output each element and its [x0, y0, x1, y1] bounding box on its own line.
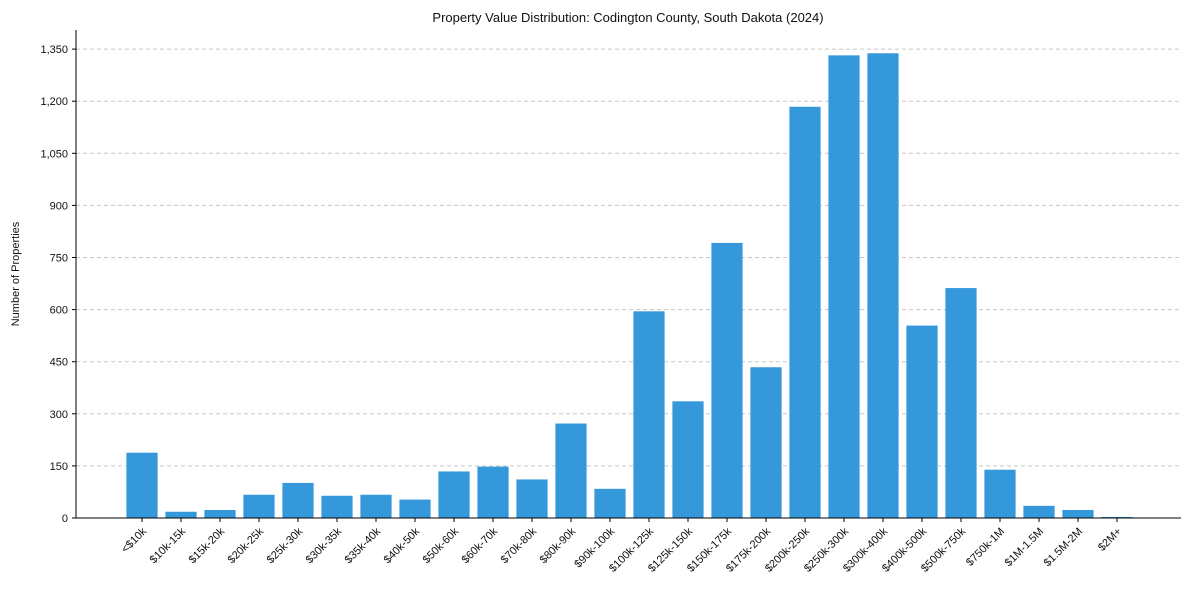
x-tick-label: $10k-15k: [148, 525, 189, 566]
bar: [750, 367, 782, 518]
bar: [594, 488, 626, 518]
bar: [360, 494, 392, 518]
bar: [711, 242, 743, 518]
x-tick-label: $1.5M-2M: [1042, 526, 1086, 570]
x-tick-label: $40k-50k: [382, 525, 423, 566]
bar: [633, 311, 665, 518]
y-tick-label: 1,050: [40, 148, 68, 160]
bar: [1101, 516, 1133, 518]
bar: [906, 325, 938, 518]
y-tick-label: 600: [50, 305, 68, 317]
x-tick-label: $70k-80k: [499, 525, 540, 566]
bar: [204, 510, 236, 518]
x-tick-label: $35k-40k: [343, 525, 384, 566]
x-tick-label: $30k-35k: [304, 525, 345, 566]
x-tick-label: $1M-1.5M: [1003, 526, 1047, 570]
x-tick-label: <$10k: [119, 525, 149, 555]
y-tick-label: 300: [50, 409, 68, 421]
x-tick-label: $80k-90k: [538, 525, 579, 566]
bar: [1023, 505, 1055, 518]
bar: [867, 53, 899, 518]
bar: [828, 55, 860, 518]
bar: [984, 469, 1016, 518]
bar: [789, 106, 821, 519]
bar: [555, 423, 587, 518]
y-tick-label: 150: [50, 461, 68, 473]
y-tick-label: 900: [50, 200, 68, 212]
x-tick-label: $750k-1M: [964, 526, 1007, 569]
bar: [945, 288, 977, 518]
x-tick-label: $20k-25k: [226, 525, 267, 566]
bar: [126, 452, 158, 518]
y-tick-label: 450: [50, 357, 68, 369]
chart-title: Property Value Distribution: Codington C…: [432, 10, 823, 25]
bar: [243, 494, 275, 518]
bars: [126, 53, 1133, 519]
bar: [399, 499, 431, 518]
bar: [672, 401, 704, 518]
x-tick-label: $25k-30k: [265, 525, 306, 566]
x-tick-label: $60k-70k: [460, 525, 501, 566]
grid-lines: [76, 48, 1181, 467]
bar: [477, 466, 509, 518]
y-axis-label: Number of Properties: [10, 221, 22, 326]
bar: [282, 482, 314, 518]
x-tick-label: $15k-20k: [187, 525, 228, 566]
bar: [1062, 510, 1094, 518]
y-tick-label: 1,200: [40, 96, 68, 108]
x-ticks: <$10k$10k-15k$15k-20k$20k-25k$25k-30k$30…: [119, 518, 1124, 575]
bar: [165, 511, 197, 518]
bar: [438, 471, 470, 518]
bar: [516, 479, 548, 518]
y-tick-label: 0: [62, 513, 68, 525]
bar: [321, 495, 353, 518]
y-tick-label: 1,350: [40, 44, 68, 56]
x-tick-label: $2M+: [1096, 526, 1124, 554]
x-tick-label: $50k-60k: [421, 525, 462, 566]
y-tick-label: 750: [50, 253, 68, 265]
y-ticks: 0 150 300 450 600 750 900 1,050 1,200 1,350: [40, 44, 76, 525]
